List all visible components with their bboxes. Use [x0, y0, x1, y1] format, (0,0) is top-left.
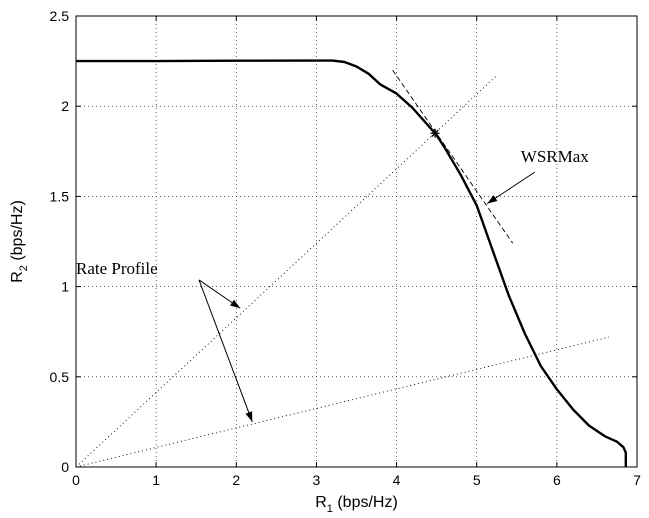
x-axis-label-main: R	[315, 494, 327, 511]
x-axis-label: R1 (bps/Hz)	[315, 494, 398, 515]
x-tick-label: 0	[72, 472, 80, 488]
wsrmax-annotation: WSRMax	[521, 147, 590, 166]
y-tick-label: 2.5	[50, 8, 70, 24]
rate-profile-arrow-1-head	[245, 411, 253, 422]
y-axis-label-subscript: 2	[18, 265, 30, 271]
x-tick-label: 1	[152, 472, 160, 488]
rate-profile-arrow-0-head	[230, 299, 241, 309]
tick-layer: 0 1 2 3 4 5 6 7 0 0.5 1 1.5 2 2.5	[50, 8, 642, 488]
grid-layer	[76, 16, 637, 467]
y-tick-label: 0.5	[50, 369, 70, 385]
x-tick-label: 5	[473, 472, 481, 488]
marker-stroke	[431, 129, 439, 138]
rate-profile-arrow-1-shaft	[198, 279, 253, 423]
y-tick-label: 1.5	[50, 188, 70, 204]
y-tick-label: 2	[61, 98, 69, 114]
x-axis-label-subscript: 1	[327, 503, 333, 515]
x-tick-label: 4	[393, 472, 401, 488]
rate-profile-annotation: Rate Profile	[76, 259, 158, 278]
x-tick-label: 6	[553, 472, 561, 488]
x-tick-label: 3	[313, 472, 321, 488]
series-line-dashed-3	[392, 69, 514, 244]
x-axis-label-unit: (bps/Hz)	[333, 494, 398, 511]
x-tick-label: 7	[633, 472, 641, 488]
y-tick-label: 1	[61, 279, 69, 295]
x-tick-label: 2	[232, 472, 240, 488]
y-axis-label-unit: (bps/Hz)	[9, 200, 26, 265]
y-axis-label: R2 (bps/Hz)	[9, 200, 30, 283]
optimal-point-marker	[430, 128, 440, 138]
plot-frame	[75, 15, 638, 468]
series-layer	[75, 59, 627, 468]
y-tick-label: 0	[61, 459, 69, 475]
series-line-solid-0	[76, 59, 627, 467]
wsrmax-arrow-head	[487, 195, 498, 204]
y-axis-label-main: R	[9, 271, 26, 283]
annotation-layer: WSRMax Rate Profile	[76, 147, 590, 423]
